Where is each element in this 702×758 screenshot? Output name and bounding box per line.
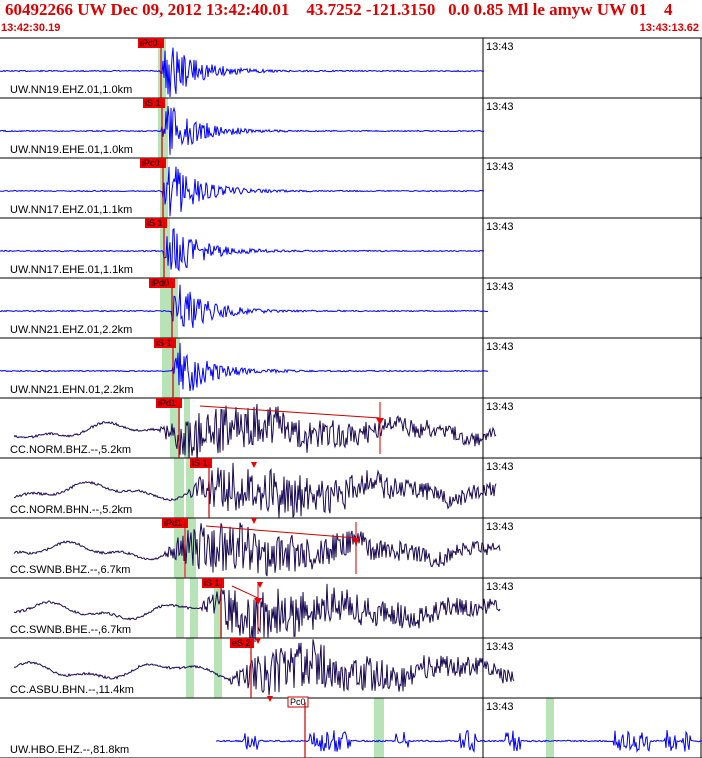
amplitude-window (231, 585, 259, 599)
minute-tick-label: 13:43 (486, 401, 514, 413)
header-bar: 60492266 UW Dec 09, 2012 13:42:40.01 43.… (0, 0, 702, 38)
waveform-trace (13, 583, 501, 644)
channel-label: UW.NN19.EHZ.01,1.0km (10, 84, 132, 96)
channel-label: CC.NORM.BHN.--,5.2km (10, 504, 132, 516)
pick-arrow (251, 462, 257, 468)
channel-label: UW.HBO.EHZ.--,81.8km (10, 744, 129, 756)
waveform-trace (0, 342, 489, 392)
pick-arrow (255, 638, 261, 644)
pick-window (170, 398, 180, 458)
waveform-trace (14, 462, 497, 518)
pick-label: iS 1 (156, 338, 172, 348)
pick-window (160, 218, 170, 278)
waveform-trace (215, 729, 702, 753)
waveform-trace (0, 284, 489, 328)
minute-tick-label: 13:43 (486, 221, 514, 233)
channel-label: UW.NN19.EHE.01,1.0km (10, 144, 133, 156)
pick-label-box (145, 218, 167, 228)
pick-label-box (149, 278, 175, 288)
minute-tick-label: 13:43 (486, 581, 514, 593)
pick-window (162, 338, 180, 398)
amplitude-window (205, 525, 357, 539)
pick-label: iS 1 (204, 578, 220, 588)
pick-arrow (257, 582, 263, 588)
channel-label: CC.SWNB.BHZ.--,6.7km (10, 564, 130, 576)
pick-label-box (154, 338, 176, 348)
minute-tick-label: 13:43 (486, 281, 514, 293)
pick-window (186, 638, 194, 698)
minute-tick-label: 13:43 (486, 701, 514, 713)
amplitude-arrow (376, 418, 384, 425)
pick-window (214, 578, 222, 638)
pick-window (184, 398, 190, 458)
channel-label: CC.NORM.BHZ.--,5.2km (10, 444, 131, 456)
pick-label-box (202, 578, 224, 588)
minute-tick-label: 13:43 (486, 641, 514, 653)
pick-label: iPd0 (151, 278, 169, 288)
pick-label: iPd1 (158, 398, 176, 408)
pick-label-box (162, 518, 188, 528)
pick-label: iPc0 (140, 38, 158, 48)
pick-window (546, 698, 554, 758)
pick-label-box (190, 458, 212, 468)
pick-window (176, 578, 184, 638)
channel-label: UW.NN21.EHN.01,2.2km (10, 384, 133, 396)
amplitude-arrow (254, 598, 262, 605)
pick-window (214, 638, 222, 698)
waveform-trace (0, 47, 485, 98)
pick-window (160, 278, 178, 338)
pick-arrow (251, 518, 257, 524)
minute-tick-label: 13:43 (486, 461, 514, 473)
pick-label-box (140, 158, 166, 168)
channel-label: UW.NN17.EHZ.01,1.1km (10, 204, 132, 216)
amplitude-arrow (352, 538, 360, 545)
pick-label-box (230, 638, 254, 648)
pick-window (158, 98, 168, 158)
waveform-trace (0, 228, 485, 272)
pick-window (186, 518, 196, 578)
pick-label: Pc0 (290, 697, 306, 707)
window-end-time: 13:43:13.62 (639, 22, 699, 34)
waveform-trace (0, 106, 485, 155)
pick-label: iS 1 (145, 98, 161, 108)
waveform-trace (13, 639, 515, 696)
window-start-time: 13:42:30.19 (1, 22, 61, 34)
waveform-trace (13, 522, 501, 577)
pick-window (374, 698, 384, 758)
pick-label-box (143, 98, 165, 108)
channel-label: UW.NN17.EHE.01,1.1km (10, 264, 133, 276)
pick-arrow (267, 696, 273, 702)
pick-label-box (138, 38, 164, 48)
pick-label: iPc0 (142, 158, 160, 168)
pick-label: iS 1 (192, 458, 208, 468)
pick-window (186, 458, 194, 518)
minute-tick-label: 13:43 (486, 41, 514, 53)
channel-label: CC.SWNB.BHE.--,6.7km (10, 624, 131, 636)
waveform-trace (0, 166, 485, 217)
minute-tick-label: 13:43 (486, 521, 514, 533)
minute-tick-label: 13:43 (486, 161, 514, 173)
channel-label: CC.ASBU.BHN.--,11.4km (10, 684, 134, 696)
pick-label: iS 1 (147, 218, 163, 228)
pick-label-box (287, 696, 309, 708)
waveform-trace (13, 403, 497, 464)
amplitude-window (199, 405, 381, 419)
pick-label-box (156, 398, 182, 408)
minute-tick-label: 13:43 (486, 101, 514, 113)
event-title: 60492266 UW Dec 09, 2012 13:42:40.01 43.… (5, 0, 673, 19)
pick-label: iPd1 (164, 518, 182, 528)
channel-label: UW.NN21.EHZ.01,2.2km (10, 324, 132, 336)
minute-tick-label: 13:43 (486, 341, 514, 353)
pick-label: eS 2 (232, 638, 251, 648)
pick-window (174, 458, 184, 518)
